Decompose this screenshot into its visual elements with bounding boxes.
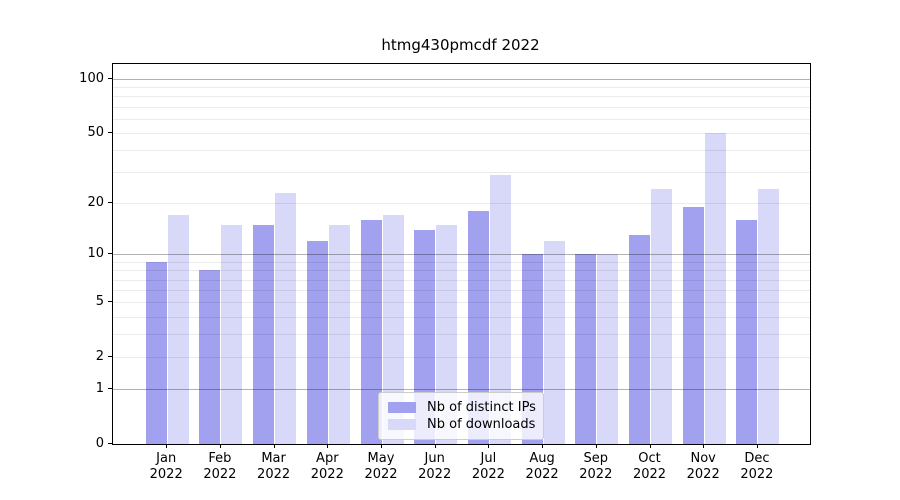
plot-area: [112, 63, 811, 445]
bar-ips-mar: [253, 224, 275, 444]
major-gridline-100: [113, 79, 810, 80]
y-axis-tick-2: [108, 356, 112, 358]
x-axis-tick-label-aug: Aug 2022: [525, 451, 559, 482]
y-axis-tick-label-100: 100: [79, 71, 104, 86]
y-axis-tick-5: [108, 301, 112, 303]
y-axis-tick-label-20: 20: [87, 195, 104, 211]
bar-ips-sep: [575, 254, 597, 444]
x-axis-tick-jan: [166, 444, 168, 448]
x-axis-tick-nov: [703, 444, 705, 448]
bar-downloads-sep: [597, 254, 619, 444]
x-axis-tick-dec: [756, 444, 758, 448]
legend-label-downloads: Nb of downloads: [427, 417, 536, 432]
minor-gridline-70: [113, 106, 810, 108]
bar-downloads-jun: [436, 224, 458, 444]
x-axis-tick-feb: [219, 444, 221, 448]
x-axis-tick-label-feb: Feb 2022: [203, 451, 237, 482]
y-axis-tick-label-1: 1: [95, 381, 104, 397]
bar-ips-nov: [682, 207, 704, 444]
bar-downloads-mar: [275, 192, 297, 444]
bar-downloads-jul: [489, 175, 511, 444]
x-axis-tick-label-may: May 2022: [364, 451, 398, 482]
bar-ips-jul: [467, 211, 489, 444]
chart-title: htmg430pmcdf 2022: [381, 36, 540, 54]
x-axis-tick-label-apr: Apr 2022: [310, 451, 344, 482]
bar-downloads-dec: [758, 189, 780, 444]
x-axis-tick-may: [381, 444, 382, 448]
minor-gridline-9: [113, 261, 810, 263]
y-axis-tick-10: [108, 253, 112, 255]
minor-gridline-7: [113, 279, 810, 281]
bar-ips-apr: [306, 241, 328, 444]
legend-item-downloads: Nb of downloads: [388, 416, 536, 433]
minor-gridline-50: [113, 133, 810, 135]
bar-downloads-apr: [328, 224, 350, 444]
minor-gridline-80: [113, 96, 810, 98]
legend-swatch-downloads: [388, 419, 416, 430]
bar-ips-oct: [629, 235, 650, 444]
x-axis-tick-aug: [542, 444, 544, 448]
x-axis-tick-oct: [649, 444, 651, 448]
bar-ips-dec: [736, 219, 758, 444]
minor-gridline-60: [113, 118, 810, 120]
x-axis-tick-label-dec: Dec 2022: [740, 451, 774, 482]
minor-gridline-3: [113, 334, 810, 336]
bar-ips-may: [360, 219, 382, 444]
bar-downloads-oct: [651, 189, 672, 444]
y-axis-tick-label-0: 0: [95, 436, 104, 451]
y-axis-tick-label-10: 10: [87, 246, 104, 262]
minor-gridline-6: [113, 290, 810, 292]
minor-gridline-40: [113, 150, 810, 152]
y-axis-tick-label-2: 2: [95, 349, 104, 365]
minor-gridline-8: [113, 270, 810, 272]
x-axis-tick-label-nov: Nov 2022: [686, 451, 720, 482]
bar-downloads-jan: [167, 215, 189, 444]
x-axis-tick-mar: [273, 444, 275, 448]
legend-item-ips: Nb of distinct IPs: [388, 399, 536, 416]
bar-downloads-may: [382, 215, 404, 444]
minor-gridline-2: [113, 357, 810, 359]
bar-downloads-aug: [543, 241, 565, 444]
bar-ips-feb: [199, 270, 221, 444]
x-axis-tick-jul: [488, 444, 490, 448]
bar-ips-jan: [145, 261, 167, 444]
x-axis-tick-label-mar: Mar 2022: [257, 451, 291, 482]
minor-gridline-5: [113, 302, 810, 304]
x-axis-tick-label-jun: Jun 2022: [418, 451, 452, 482]
legend: Nb of distinct IPs Nb of downloads: [378, 392, 544, 440]
y-axis-tick-label-50: 50: [87, 125, 104, 141]
minor-gridline-90: [113, 87, 810, 89]
x-axis-tick-label-jul: Jul 2022: [471, 451, 505, 482]
y-axis-tick-50: [108, 132, 112, 134]
minor-gridline-20: [113, 203, 810, 205]
minor-gridline-30: [113, 172, 810, 174]
y-axis-tick-1: [108, 388, 112, 390]
bar-ips-jun: [414, 229, 436, 444]
y-axis-tick-100: [108, 78, 112, 79]
x-axis-tick-sep: [595, 444, 597, 448]
major-gridline-1: [113, 389, 810, 391]
minor-gridline-4: [113, 316, 810, 318]
major-gridline-10: [113, 254, 810, 256]
legend-label-ips: Nb of distinct IPs: [427, 400, 536, 415]
y-axis-tick-0: [108, 443, 112, 444]
bar-downloads-feb: [221, 224, 243, 444]
x-axis-tick-apr: [327, 444, 329, 448]
x-axis-tick-jun: [434, 444, 436, 448]
legend-swatch-ips: [388, 402, 416, 413]
x-axis-tick-label-sep: Sep 2022: [579, 451, 613, 482]
y-axis-tick-label-5: 5: [95, 294, 104, 310]
x-axis-tick-label-oct: Oct 2022: [632, 451, 667, 482]
y-axis-tick-20: [108, 202, 112, 204]
bar-downloads-nov: [704, 133, 726, 444]
x-axis-tick-label-jan: Jan 2022: [149, 451, 183, 482]
